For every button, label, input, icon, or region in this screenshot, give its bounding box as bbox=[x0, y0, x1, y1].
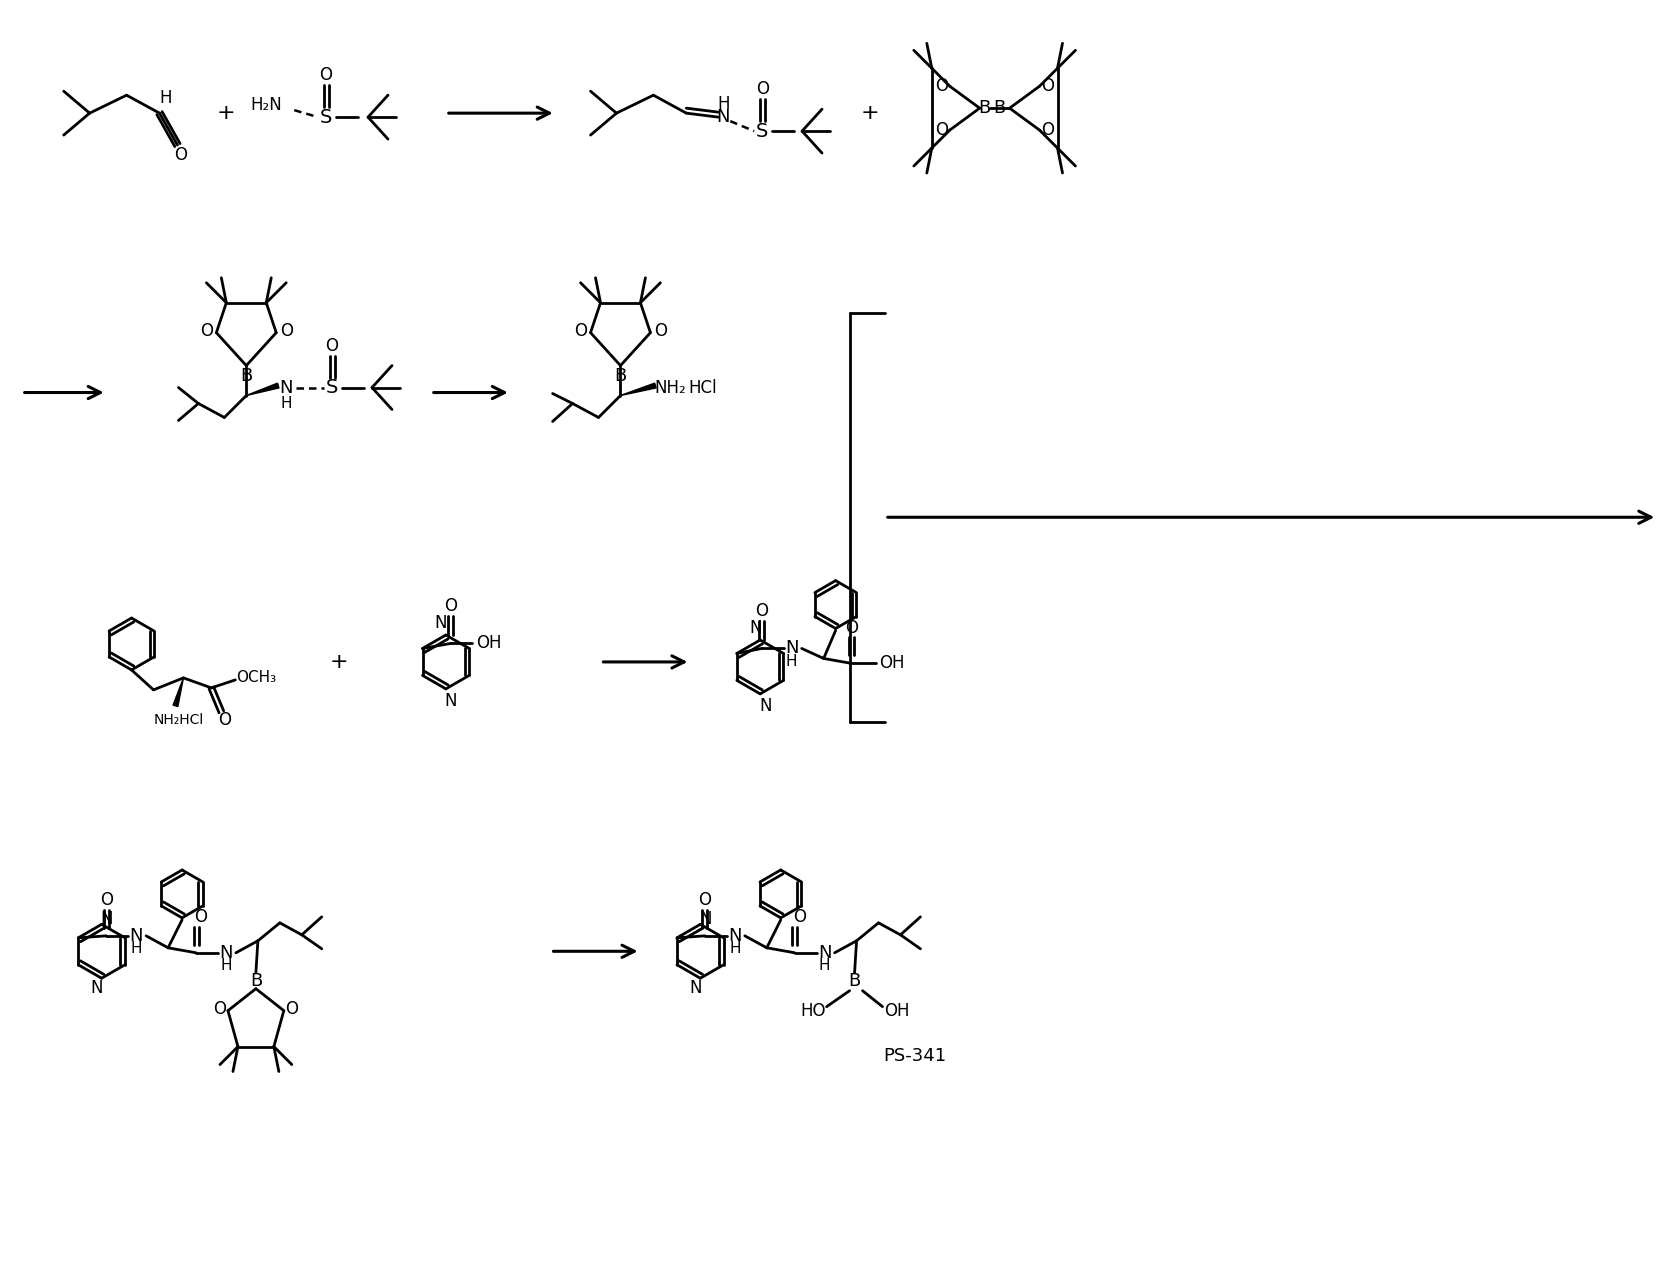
Text: N: N bbox=[749, 618, 761, 637]
Text: O: O bbox=[100, 891, 113, 909]
Text: PS-341: PS-341 bbox=[883, 1046, 946, 1065]
Text: H: H bbox=[786, 654, 798, 669]
Text: O: O bbox=[756, 602, 768, 620]
Text: O: O bbox=[845, 618, 858, 636]
Text: O: O bbox=[574, 322, 587, 339]
Text: O: O bbox=[756, 81, 769, 98]
Text: S: S bbox=[756, 121, 768, 140]
Text: H: H bbox=[280, 396, 292, 411]
Polygon shape bbox=[621, 384, 656, 395]
Text: N: N bbox=[784, 640, 798, 658]
Text: OH: OH bbox=[880, 655, 905, 673]
Text: B: B bbox=[848, 972, 861, 989]
Text: O: O bbox=[195, 907, 207, 926]
Text: O: O bbox=[219, 711, 230, 728]
Text: N: N bbox=[689, 979, 701, 997]
Text: H: H bbox=[159, 90, 172, 107]
Text: O: O bbox=[320, 66, 332, 85]
Text: H₂N: H₂N bbox=[250, 96, 282, 114]
Text: S: S bbox=[320, 107, 332, 126]
Text: OH: OH bbox=[476, 635, 501, 652]
Text: O: O bbox=[698, 891, 711, 909]
Text: H: H bbox=[718, 95, 729, 114]
Text: N: N bbox=[444, 692, 457, 709]
Text: O: O bbox=[280, 322, 292, 339]
Text: HO: HO bbox=[799, 1002, 826, 1020]
Text: H: H bbox=[819, 958, 831, 973]
Text: O: O bbox=[935, 77, 948, 95]
Text: OH: OH bbox=[883, 1002, 910, 1020]
Text: N: N bbox=[716, 109, 729, 126]
Text: N: N bbox=[100, 910, 113, 929]
Text: N: N bbox=[818, 944, 831, 962]
Text: N: N bbox=[759, 697, 771, 714]
Text: NH₂HCl: NH₂HCl bbox=[154, 713, 204, 727]
Text: O: O bbox=[285, 1000, 299, 1017]
Text: O: O bbox=[325, 337, 339, 355]
Text: +: + bbox=[861, 103, 880, 124]
Text: N: N bbox=[279, 379, 294, 396]
Text: NH₂: NH₂ bbox=[654, 379, 686, 396]
Text: B: B bbox=[993, 100, 1006, 117]
Text: B: B bbox=[614, 366, 626, 385]
Text: O: O bbox=[1041, 121, 1055, 139]
Text: +: + bbox=[330, 652, 349, 671]
Text: N: N bbox=[728, 926, 741, 945]
Text: N: N bbox=[130, 926, 144, 945]
Text: H: H bbox=[220, 958, 232, 973]
Text: O: O bbox=[444, 597, 457, 615]
Text: B: B bbox=[240, 366, 252, 385]
Text: O: O bbox=[793, 907, 806, 926]
Text: N: N bbox=[90, 979, 103, 997]
Text: N: N bbox=[219, 944, 232, 962]
Text: O: O bbox=[935, 121, 948, 139]
Text: B: B bbox=[250, 972, 262, 989]
Polygon shape bbox=[247, 384, 279, 395]
Text: O: O bbox=[214, 1000, 227, 1017]
Text: O: O bbox=[1041, 77, 1055, 95]
Text: N: N bbox=[434, 615, 447, 632]
Text: B: B bbox=[978, 100, 991, 117]
Text: O: O bbox=[654, 322, 668, 339]
Text: H: H bbox=[729, 941, 741, 957]
Text: H: H bbox=[130, 941, 142, 957]
Text: O: O bbox=[200, 322, 214, 339]
Text: O: O bbox=[174, 146, 187, 164]
Text: N: N bbox=[699, 910, 711, 929]
Text: HCl: HCl bbox=[688, 379, 716, 396]
Text: +: + bbox=[217, 103, 235, 124]
Text: OCH₃: OCH₃ bbox=[237, 670, 277, 685]
Text: S: S bbox=[325, 379, 339, 398]
Polygon shape bbox=[174, 678, 184, 707]
